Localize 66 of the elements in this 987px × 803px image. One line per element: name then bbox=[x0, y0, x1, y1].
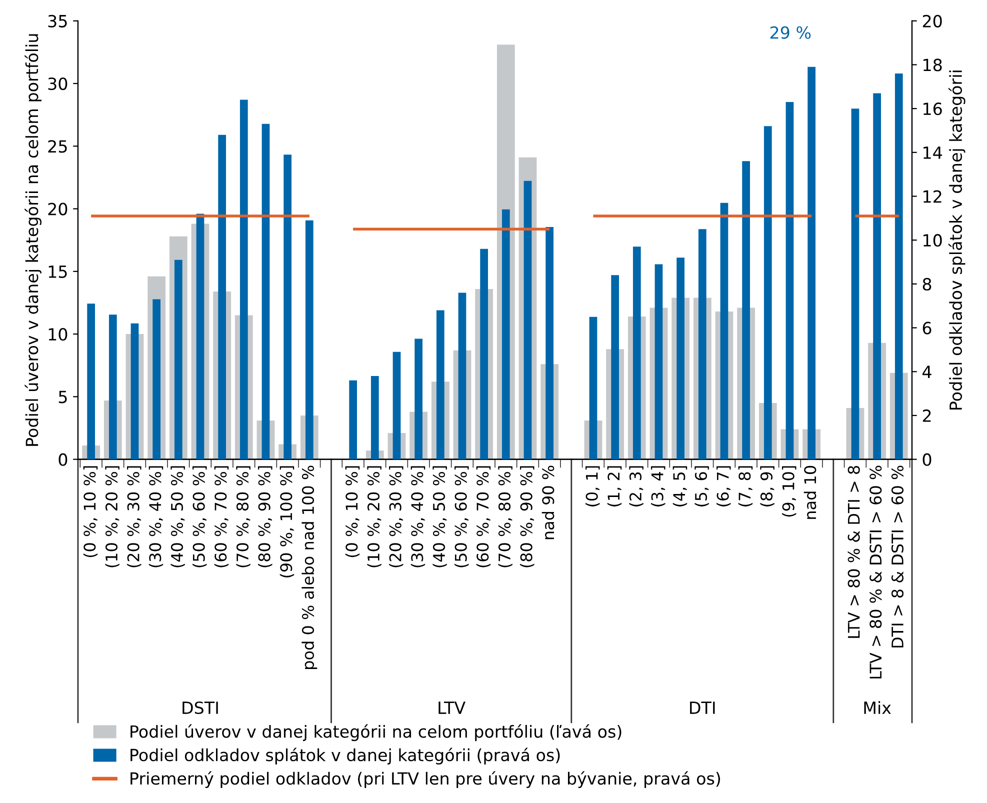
annotation: 29 % bbox=[770, 26, 811, 39]
x-tick-label: (40 %, 50 %] bbox=[432, 466, 447, 568]
x-tick-label: (50 %, 60 %] bbox=[192, 466, 207, 568]
y2-tick-label: 2 bbox=[922, 409, 931, 422]
x-tick-label: (20 %, 30 %] bbox=[127, 466, 142, 568]
x-tick-label: nad 10 bbox=[804, 466, 816, 519]
y2-tick-label: 20 bbox=[922, 14, 942, 28]
x-tick-label: (80 %, 90 %] bbox=[520, 466, 534, 568]
legend-label: Priemerný podiel odkladov (pri LTV len pre úvery na bývanie, pravá os) bbox=[130, 771, 720, 788]
x-tick-label: (7, 8] bbox=[738, 466, 753, 506]
x-tick-label: (60 %, 70 %] bbox=[476, 466, 491, 568]
x-tick-label: (2, 3] bbox=[629, 466, 644, 506]
x-tick-label: (9, 10] bbox=[782, 466, 796, 517]
y2-tick-label: 6 bbox=[922, 322, 932, 334]
x-tick-label: (50 %, 60 %] bbox=[454, 466, 469, 568]
y2-tick-label: 16 bbox=[924, 102, 942, 116]
y-tick-label: 35 bbox=[48, 14, 67, 28]
x-tick-label: (60 %, 70 %] bbox=[214, 466, 229, 568]
bar bbox=[349, 380, 357, 460]
x-tick-label: (5, 6] bbox=[694, 466, 709, 506]
y2-tick-label: 18 bbox=[924, 58, 942, 72]
y2-tick-label: 12 bbox=[924, 190, 942, 203]
x-tick-label: (70 %, 80 %] bbox=[236, 466, 250, 568]
legend-label: Podiel odkladov splátok v danej kategórii (pravá os) bbox=[130, 748, 560, 765]
x-tick-label: (0 %, 10 %] bbox=[345, 466, 360, 558]
x-tick-label: (30 %, 40 %] bbox=[148, 466, 164, 568]
x-tick-label: (70 %, 80 %] bbox=[498, 466, 512, 568]
y-tick-label: 15 bbox=[48, 266, 67, 278]
text: DSTI bbox=[182, 701, 218, 714]
text: LTV bbox=[438, 702, 466, 714]
y-tick-label: 20 bbox=[48, 202, 68, 216]
y-tick-label: 5 bbox=[58, 390, 67, 404]
x-tick-label: (80 %, 90 %] bbox=[258, 466, 272, 568]
x-tick-label: (4, 5] bbox=[672, 466, 688, 506]
x-tick-label: (3, 4] bbox=[651, 466, 666, 506]
y-tick-label: 25 bbox=[48, 140, 67, 153]
text: DTI bbox=[690, 702, 715, 714]
y-tick-label: 10 bbox=[48, 328, 68, 341]
x-tick-label: DTI > 8 & DSTI > 60 % bbox=[891, 466, 904, 648]
y2-axis-title: Podiel odkladov splátok v danej kategórii bbox=[948, 70, 966, 410]
y2-tick-label: 0 bbox=[922, 453, 932, 466]
x-tick-label: (10 %, 20 %] bbox=[105, 466, 120, 568]
bar bbox=[502, 209, 510, 460]
y2-tick-label: 14 bbox=[924, 146, 942, 159]
y2-tick-label: 10 bbox=[924, 234, 942, 247]
x-tick-label: (20 %, 30 %] bbox=[389, 466, 404, 568]
x-tick-label: pod 0 % alebo nad 100 % bbox=[302, 466, 318, 669]
x-tick-label: (0 %, 10 %] bbox=[83, 466, 98, 558]
x-tick-label: (10 %, 20 %] bbox=[367, 466, 382, 568]
x-tick-label: LTV > 80 % & DTI > 8 bbox=[848, 466, 860, 638]
x-tick-label: (8, 9] bbox=[760, 466, 774, 506]
x-tick-label: (0, 1] bbox=[586, 466, 600, 506]
legend-label: Podiel úverov v danej kategórii na celom portfóliu (ľavá os) bbox=[130, 724, 622, 742]
x-tick-label: LTV > 80 % & DSTI > 60 % bbox=[870, 466, 882, 678]
y2-tick-label: 4 bbox=[922, 366, 932, 378]
x-tick-label: (30 %, 40 %] bbox=[410, 466, 426, 568]
y2-tick-label: 8 bbox=[922, 278, 932, 291]
y-axis-title: Podiel úverov v danej kategórii na celom portfóliu bbox=[24, 34, 42, 446]
x-tick-label: nad 90 % bbox=[542, 466, 554, 540]
x-tick-label: (6, 7] bbox=[716, 466, 731, 506]
text: Mix bbox=[864, 701, 891, 714]
x-tick-label: (90 %, 100 %] bbox=[280, 466, 294, 578]
x-tick-label: (40 %, 50 %] bbox=[170, 466, 185, 568]
y-tick-label: 30 bbox=[48, 77, 68, 90]
y-tick-label: 0 bbox=[58, 453, 68, 466]
x-tick-label: (1, 2] bbox=[607, 466, 622, 506]
